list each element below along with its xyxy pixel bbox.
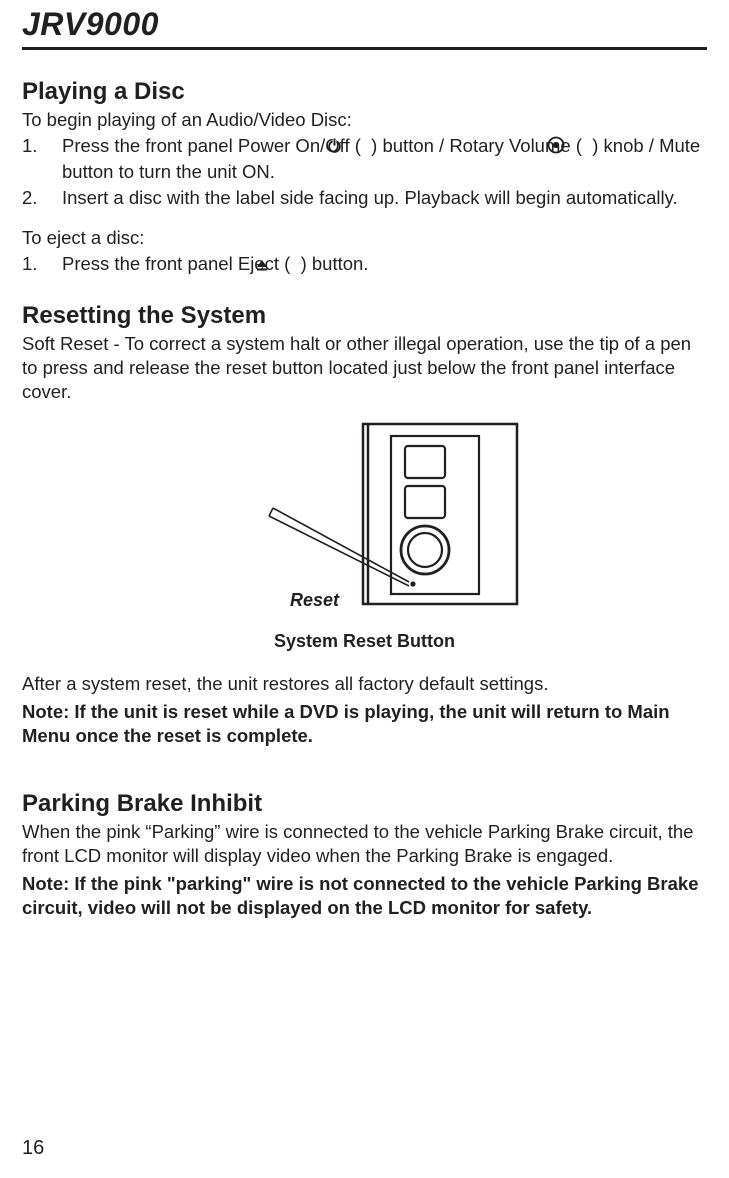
eject-step-post: ) button.	[301, 253, 369, 274]
parking-note: Note: If the pink "parking" wire is not …	[22, 872, 707, 919]
reset-after: After a system reset, the unit restores …	[22, 672, 707, 696]
eject-step-1: 1.Press the front panel Eject ( ) button…	[22, 252, 707, 278]
section-title-playing: Playing a Disc	[22, 78, 707, 106]
reset-diagram-svg: Reset	[195, 418, 535, 618]
section-title-reset: Resetting the System	[22, 302, 707, 330]
page-number: 16	[22, 1137, 44, 1160]
playback-steps-list: 1.Press the front panel Power On/Off ( )…	[22, 134, 707, 210]
reset-figure: Reset	[22, 418, 707, 623]
list-num: 1.	[22, 252, 62, 276]
playback-step-2: 2.Insert a disc with the label side faci…	[22, 186, 707, 210]
reset-caption: System Reset Button	[22, 631, 707, 652]
reset-body: Soft Reset - To correct a system halt or…	[22, 332, 707, 404]
list-num: 2.	[22, 186, 62, 210]
lead-eject: To eject a disc:	[22, 226, 707, 250]
playback-step-1: 1.Press the front panel Power On/Off ( )…	[22, 134, 707, 184]
reset-note: Note: If the unit is reset while a DVD i…	[22, 700, 707, 747]
list-num: 1.	[22, 134, 62, 158]
step2-text: Insert a disc with the label side facing…	[62, 187, 678, 208]
eject-steps-list: 1.Press the front panel Eject ( ) button…	[22, 252, 707, 278]
page: JRV9000 Playing a Disc To begin playing …	[0, 0, 729, 1178]
reset-diagram-label: Reset	[290, 590, 340, 610]
step1-pre: Press the front panel Power On/Off (	[62, 135, 361, 156]
model-header: JRV9000	[22, 0, 707, 50]
lead-begin-playback: To begin playing of an Audio/Video Disc:	[22, 108, 707, 132]
section-title-parking: Parking Brake Inhibit	[22, 790, 707, 818]
parking-body: When the pink “Parking” wire is connecte…	[22, 820, 707, 868]
